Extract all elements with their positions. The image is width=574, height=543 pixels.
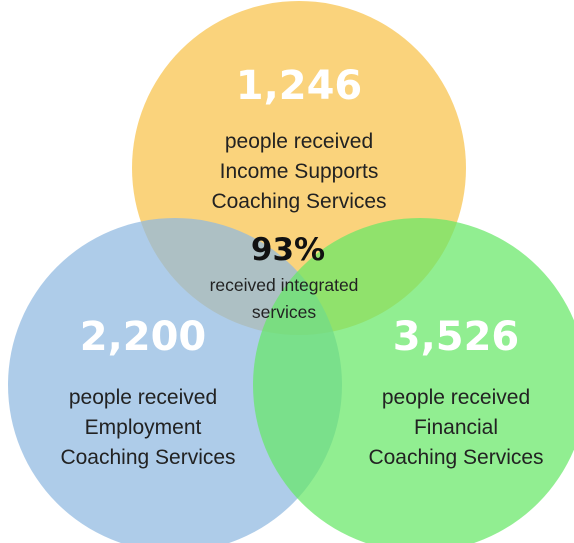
employment-count: 2,200 [80,314,207,360]
employment-line-2: Employment [85,416,202,439]
financial-line-3: Coaching Services [368,446,543,469]
integrated-line-1: received integrated [210,275,359,295]
employment-line-3: Coaching Services [60,446,235,469]
circle-employment [8,218,342,543]
income-count: 1,246 [236,63,363,109]
income-line-2: Income Supports [220,160,379,183]
employment-line-1: people received [69,386,217,409]
integrated-percent: 93% [251,232,325,268]
integrated-line-2: services [252,302,316,322]
income-line-3: Coaching Services [211,190,386,213]
financial-count: 3,526 [393,314,520,360]
financial-line-1: people received [382,386,530,409]
circle-financial [253,218,574,543]
financial-line-2: Financial [414,416,498,439]
income-line-1: people received [225,130,373,153]
